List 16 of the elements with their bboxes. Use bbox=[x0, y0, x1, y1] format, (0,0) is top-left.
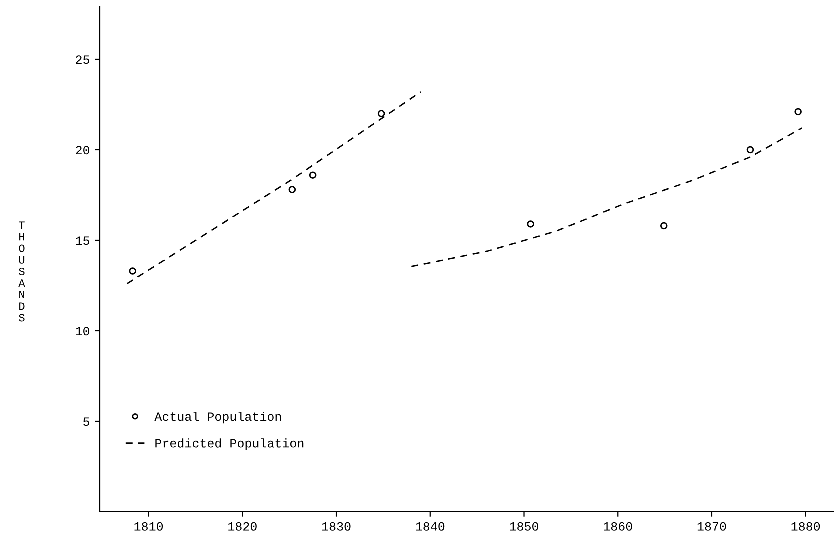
x-tick-label: 1860 bbox=[604, 522, 632, 531]
y-tick-label: 15 bbox=[76, 236, 90, 246]
x-tick-label: 1810 bbox=[134, 522, 164, 531]
legend-label: Actual Population bbox=[154, 412, 282, 424]
y-tick-label: 25 bbox=[76, 56, 90, 64]
x-tick-label: 1840 bbox=[416, 522, 445, 531]
y-tick-label: 10 bbox=[76, 327, 90, 336]
x-tick-label: 1820 bbox=[228, 522, 257, 531]
text: THOUSANDS bbox=[18, 222, 26, 322]
y-tick-label: 20 bbox=[76, 146, 90, 155]
x-tick-label: 1880 bbox=[792, 522, 820, 531]
x-tick-label: 1870 bbox=[698, 522, 726, 531]
legend-label: Predicted Population bbox=[156, 438, 304, 450]
x-tick-label: 1850 bbox=[510, 522, 538, 531]
x-tick-label: 1830 bbox=[322, 522, 351, 531]
y-tick-label: 5 bbox=[84, 418, 90, 426]
